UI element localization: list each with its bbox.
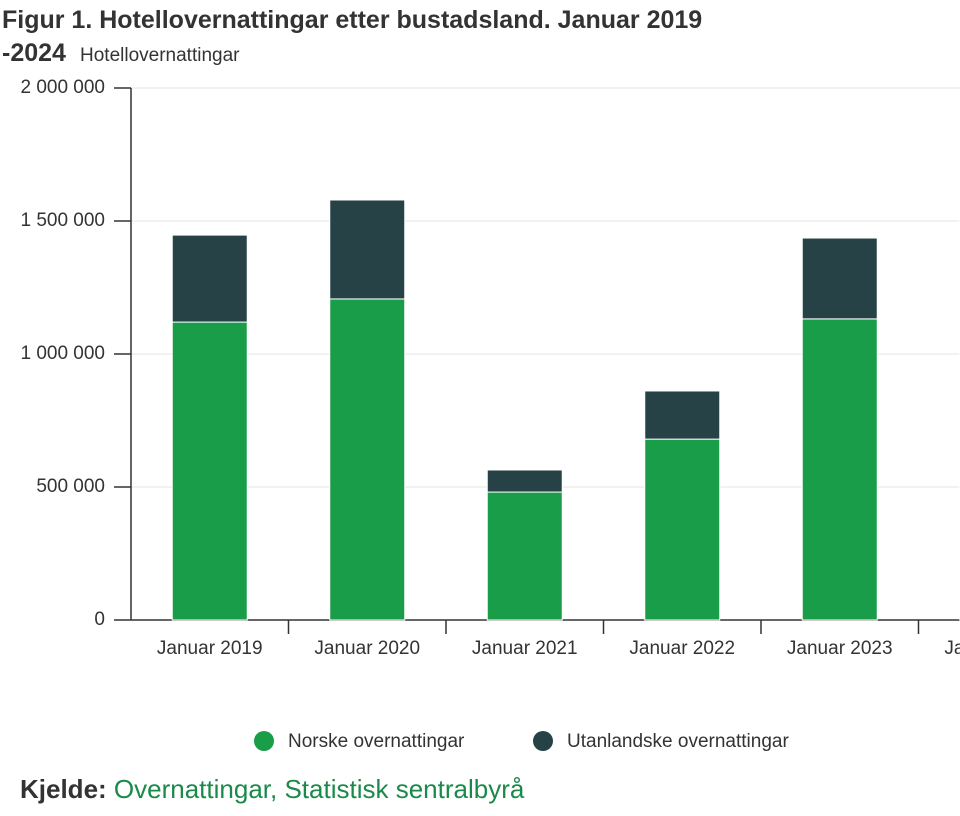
bar: [171, 321, 248, 621]
y-tick-label: 0: [94, 609, 105, 630]
bar: [329, 298, 406, 621]
source-link[interactable]: Overnattingar, Statistisk sentralbyrå: [113, 774, 525, 804]
legend-marker[interactable]: [533, 731, 553, 751]
x-tick-label: Januar 2021: [472, 638, 578, 659]
bar: [486, 469, 563, 493]
y-tick-label: 1 500 000: [20, 210, 105, 231]
x-tick-label: Januar 2020: [314, 638, 420, 659]
bar: [801, 237, 878, 320]
x-tick-label: Januar 2022: [629, 638, 735, 659]
y-axis-title: Hotellovernattingar: [80, 45, 240, 66]
bar: [486, 491, 563, 621]
x-tick-label: Januar 2019: [157, 638, 263, 659]
chart-title: Figur 1. Hotellovernattingar etter busta…: [2, 6, 703, 67]
y-tick-label: 500 000: [36, 476, 105, 497]
legend-label[interactable]: Utanlandske overnattingar: [567, 731, 789, 752]
x-tick-label: Januar 2023: [787, 638, 893, 659]
bar: [644, 390, 721, 440]
legend-label[interactable]: Norske overnattingar: [288, 731, 465, 752]
bar: [801, 318, 878, 621]
legend-marker[interactable]: [254, 731, 274, 751]
bar: [329, 199, 406, 300]
x-tick-label: Januar 2024: [944, 638, 960, 659]
source: Kjelde: Overnattingar, Statistisk sentra…: [20, 774, 524, 805]
source-label: Kjelde:: [20, 774, 107, 804]
bar: [171, 234, 248, 323]
y-tick-label: 2 000 000: [20, 77, 105, 98]
y-tick-label: 1 000 000: [20, 343, 105, 364]
bar: [644, 438, 721, 621]
